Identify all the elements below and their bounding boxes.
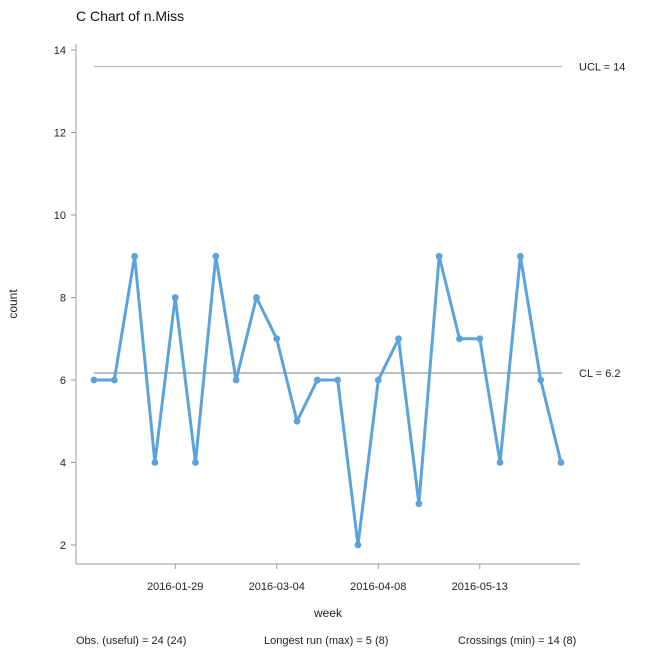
data-point	[435, 252, 443, 260]
y-tick-label: 10	[54, 210, 66, 222]
data-point	[374, 376, 382, 384]
data-point	[293, 417, 301, 425]
y-tick-label: 6	[60, 375, 66, 387]
data-point	[90, 376, 98, 384]
ref-label-ucl: UCL = 14	[579, 62, 625, 74]
data-point	[476, 335, 484, 343]
x-axis-ticks: 2016-01-29 2016-03-04 2016-04-08 2016-05-13	[147, 564, 508, 593]
data-point	[537, 376, 545, 384]
data-point	[151, 459, 159, 466]
x-tick-label: 2016-03-04	[249, 581, 305, 593]
y-axis-ticks: 2 4 6 8 10 12 14	[54, 45, 76, 552]
data-point	[456, 335, 463, 343]
y-tick-label: 12	[54, 128, 66, 140]
ref-label-cl: CL = 6.2	[579, 368, 620, 380]
x-tick-label: 2016-01-29	[147, 581, 203, 593]
x-tick-label: 2016-05-13	[452, 581, 508, 593]
data-point	[171, 294, 179, 301]
data-point	[516, 252, 524, 260]
chart-title: C Chart of n.Miss	[76, 8, 184, 24]
y-axis-title: count	[6, 289, 20, 319]
data-point	[395, 335, 402, 343]
y-tick-label: 8	[60, 293, 66, 305]
data-point	[212, 252, 220, 260]
reference-lines: UCL = 14 CL = 6.2	[94, 62, 625, 380]
data-point	[253, 294, 260, 301]
footer-longest-run: Longest run (max) = 5 (8)	[264, 635, 388, 647]
data-point	[334, 376, 342, 384]
y-tick-label: 4	[60, 458, 66, 470]
series-line	[92, 254, 563, 547]
data-point	[110, 376, 118, 384]
footer-obs: Obs. (useful) = 24 (24)	[76, 635, 186, 647]
data-point	[131, 252, 139, 260]
data-point	[415, 500, 423, 508]
y-tick-label: 2	[60, 540, 66, 552]
x-axis-title: week	[313, 606, 343, 620]
data-point	[273, 335, 281, 343]
x-tick-label: 2016-04-08	[350, 581, 406, 593]
data-point	[496, 459, 504, 466]
data-point	[232, 376, 240, 384]
y-tick-label: 14	[54, 45, 66, 57]
data-point	[557, 459, 565, 466]
data-point	[192, 459, 199, 466]
data-point	[354, 541, 362, 549]
footer-crossings: Crossings (min) = 14 (8)	[458, 635, 576, 647]
data-point	[313, 376, 321, 384]
data-points	[90, 252, 565, 549]
